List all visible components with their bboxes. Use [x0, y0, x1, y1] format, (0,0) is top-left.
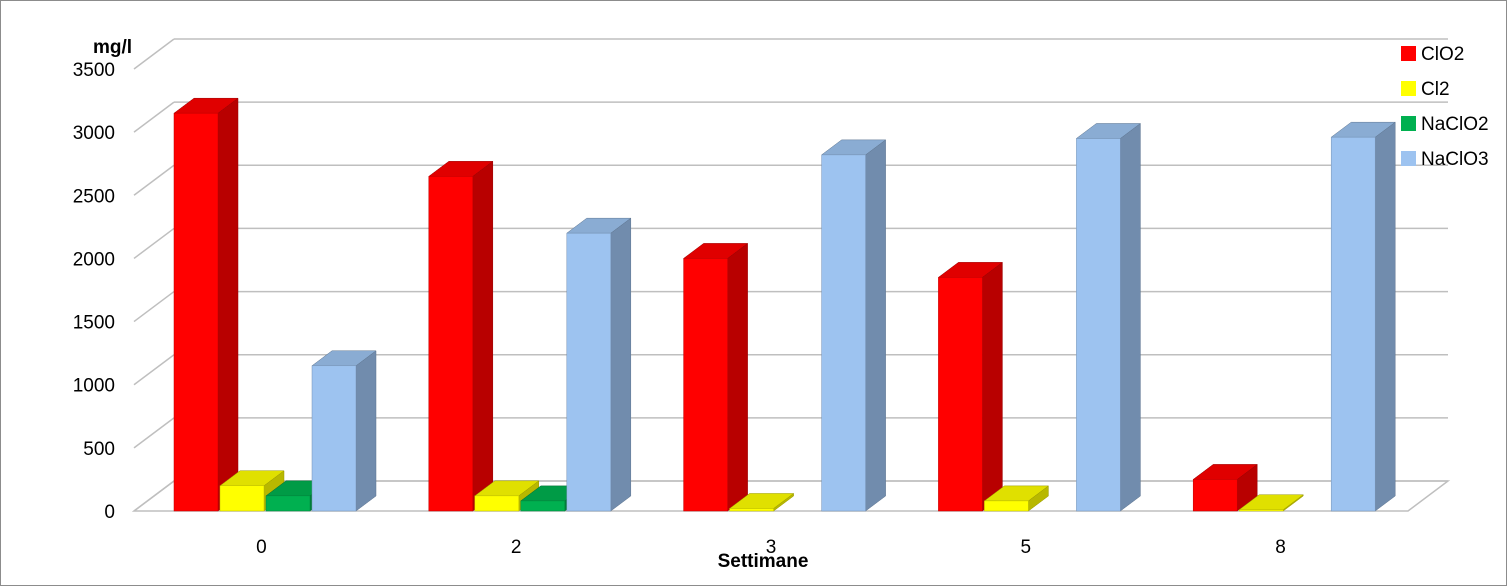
y-tick-label: 2000: [73, 249, 115, 270]
legend-swatch: [1401, 46, 1416, 61]
bar: ClO2 2: 2650: [428, 160, 494, 512]
x-tick-label: 0: [256, 537, 267, 558]
legend-item: NaClO3: [1401, 149, 1489, 170]
legend-item: NaClO2: [1401, 114, 1489, 135]
x-tick-label: 8: [1275, 537, 1286, 558]
y-tick-label: 0: [104, 502, 115, 523]
side-gridline: [133, 164, 175, 196]
x-tick-label: 3: [766, 537, 777, 558]
y-tick-label: 2500: [73, 186, 115, 207]
y-tick-label: 1000: [73, 376, 115, 397]
y-tick-label: 500: [83, 439, 115, 460]
legend-item: ClO2: [1401, 44, 1464, 65]
x-axis-title: Settimane: [718, 551, 809, 572]
chart-floor: [131, 480, 1451, 512]
legend-label: Cl2: [1421, 79, 1450, 100]
bar: NaClO3 8: 2960: [1330, 121, 1396, 512]
side-gridline: [133, 290, 175, 323]
legend: ClO2 Cl2 NaClO2 NaClO3: [1401, 44, 1489, 170]
y-tick-label: 1500: [73, 313, 115, 334]
legend-swatch: [1401, 151, 1416, 166]
legend-swatch: [1401, 116, 1416, 131]
legend-label: NaClO3: [1421, 149, 1489, 170]
legend-item: Cl2: [1401, 79, 1450, 100]
ticks-layer: 0 500 1000 1500 2000 2500 3000 3500 0 2 3 5 8: [73, 60, 1286, 558]
bar: ClO2 3: 2000: [682, 242, 749, 512]
side-gridline: [133, 101, 175, 133]
legend-label: NaClO2: [1421, 114, 1489, 135]
side-gridline: [133, 354, 175, 386]
bar: ClO2 5: 1850: [937, 261, 1004, 512]
bar: NaClO3 5: 2950: [1075, 122, 1142, 512]
legend-swatch: [1401, 81, 1416, 96]
bars-layer: ClO2 0: 3150Cl2 0: 200NaClO2 0: 120NaClO…: [173, 97, 1396, 512]
y-axis-title: mg/l: [93, 37, 132, 58]
bar: ClO2 0: 3150: [173, 97, 239, 512]
x-tick-label: 5: [1021, 537, 1032, 558]
side-gridline: [133, 417, 175, 449]
bar: Cl2 5: 80: [983, 485, 1050, 512]
side-gridline: [133, 227, 175, 260]
bar: NaClO3 2: 2200: [566, 217, 632, 512]
grid-layer: [131, 38, 1451, 512]
side-gridline: [133, 38, 175, 70]
legend-label: ClO2: [1421, 44, 1464, 65]
bar: Cl2 0: 200: [219, 470, 285, 512]
bar: Cl2 3: 20: [728, 492, 795, 512]
y-tick-label: 3000: [73, 123, 115, 144]
bar: NaClO3 3: 2820: [820, 139, 887, 512]
y-tick-label: 3500: [73, 60, 115, 81]
bar: NaClO3 0: 1150: [311, 350, 377, 512]
bar: Cl2 8: 10: [1238, 494, 1304, 512]
x-tick-label: 2: [511, 537, 522, 558]
bar: Cl2 2: 120: [474, 480, 540, 512]
